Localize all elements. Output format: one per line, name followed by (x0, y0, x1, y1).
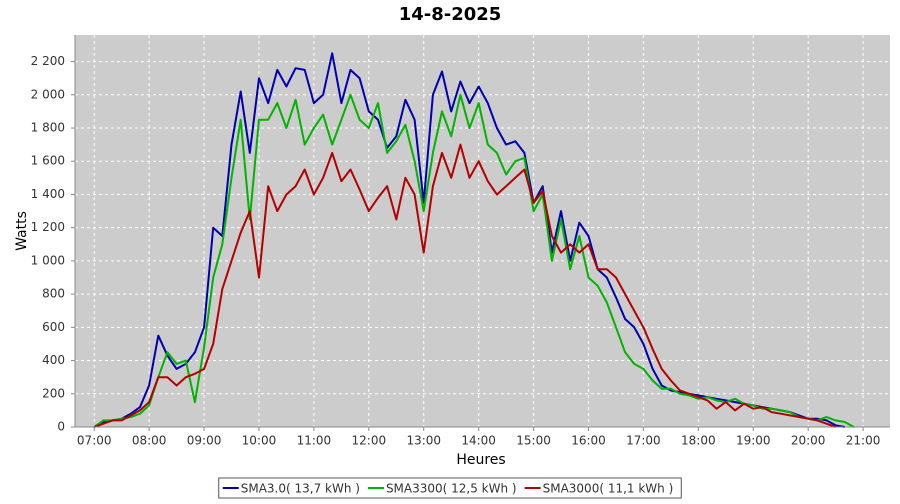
y-tick-label: 1 800 (31, 121, 65, 135)
x-tick-label: 10:00 (242, 434, 277, 448)
x-tick-label: 21:00 (846, 434, 881, 448)
x-tick-label: 15:00 (516, 434, 551, 448)
y-tick-label: 2 200 (31, 54, 65, 68)
series-line (93, 52, 845, 428)
x-tick-label: 17:00 (626, 434, 661, 448)
y-tick-label: 1 000 (31, 253, 65, 267)
x-tick-label: 08:00 (132, 434, 167, 448)
legend: SMA3.0( 13,7 kWh ) SMA3300( 12,5 kWh ) SMA… (218, 477, 682, 499)
series-line (93, 93, 855, 428)
y-tick-label: 200 (42, 386, 65, 400)
y-axis-label: Watts (14, 211, 30, 251)
x-tick-label: 13:00 (406, 434, 441, 448)
x-tick-label: 19:00 (736, 434, 771, 448)
y-tick-label: 1 400 (31, 187, 65, 201)
y-tick-label: 2 000 (31, 87, 65, 101)
x-tick-label: 09:00 (187, 434, 222, 448)
chart-title: 14-8-2025 (399, 4, 502, 25)
x-tick-label: 16:00 (571, 434, 606, 448)
x-tick-label: 11:00 (297, 434, 332, 448)
legend-box (218, 477, 682, 499)
x-tick-label: 20:00 (791, 434, 826, 448)
x-tick-label: 14:00 (461, 434, 496, 448)
x-tick-label: 18:00 (681, 434, 716, 448)
x-axis-label: Heures (456, 452, 505, 468)
series-line (93, 143, 836, 428)
y-tick-label: 1 600 (31, 154, 65, 168)
y-tick-label: 400 (42, 353, 65, 367)
lines (93, 52, 855, 428)
x-tick-label: 07:00 (77, 434, 112, 448)
plot-area (75, 35, 890, 427)
legend-label: SMA3000( 11,1 kWh ) (543, 482, 674, 496)
legend-label: SMA3.0( 13,7 kWh ) (241, 482, 360, 496)
y-tick-label: 0 (57, 420, 65, 434)
y-tick-label: 600 (42, 320, 65, 334)
x-tick-label: 12:00 (352, 434, 387, 448)
y-tick-label: 1 200 (31, 220, 65, 234)
legend-label: SMA3300( 12,5 kWh ) (386, 482, 517, 496)
y-tick-label: 800 (42, 287, 65, 301)
